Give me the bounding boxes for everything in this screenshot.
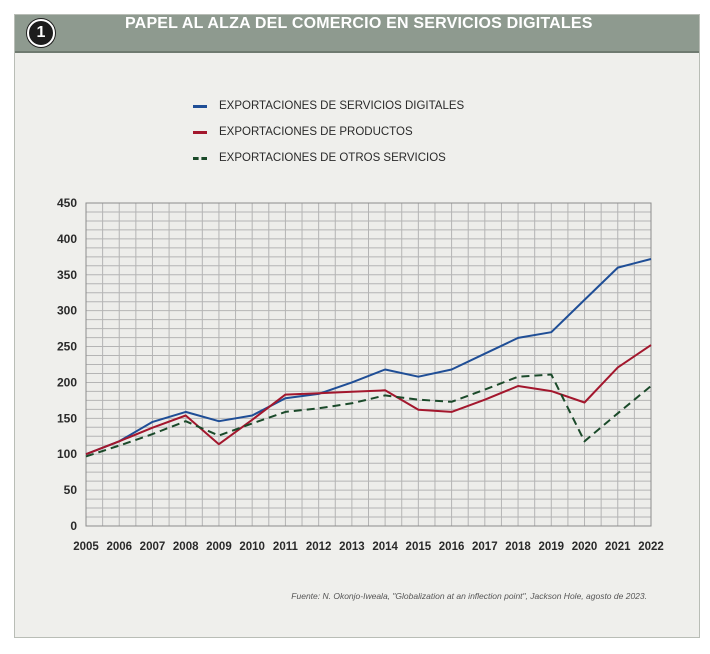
- x-tick-label: 2009: [206, 541, 232, 553]
- legend-label-productos: EXPORTACIONES DE PRODUCTOS: [219, 126, 413, 138]
- figure-number-badge: 1: [27, 19, 55, 47]
- legend-swatch-digital: [193, 104, 207, 108]
- x-tick-label: 2019: [538, 541, 564, 553]
- legend-label-otros: EXPORTACIONES DE OTROS SERVICIOS: [219, 152, 446, 164]
- chart-panel: 1 PAPEL AL ALZA DEL COMERCIO EN SERVICIO…: [14, 14, 700, 638]
- y-tick-label: 250: [57, 340, 77, 354]
- x-tick-label: 2007: [140, 541, 166, 553]
- legend-item-digital: EXPORTACIONES DE SERVICIOS DIGITALES: [193, 93, 464, 119]
- y-tick-label: 200: [57, 375, 77, 389]
- x-tick-label: 2022: [638, 541, 664, 553]
- x-tick-label: 2006: [106, 541, 132, 553]
- y-tick-label: 300: [57, 304, 77, 318]
- x-tick-label: 2021: [605, 541, 631, 553]
- legend-label-digital: EXPORTACIONES DE SERVICIOS DIGITALES: [219, 100, 465, 112]
- x-tick-label: 2018: [505, 541, 531, 553]
- x-tick-label: 2010: [239, 541, 265, 553]
- y-tick-label: 150: [57, 411, 77, 425]
- x-tick-label: 2014: [372, 541, 398, 553]
- y-tick-label: 50: [64, 483, 78, 497]
- x-tick-label: 2008: [173, 541, 199, 553]
- x-tick-label: 2017: [472, 541, 498, 553]
- chart-header: 1 PAPEL AL ALZA DEL COMERCIO EN SERVICIO…: [15, 15, 699, 53]
- y-tick-label: 450: [57, 196, 77, 210]
- line-chart: 0 50 100 150 200 250 300 350 400 450 2005 2006 2007 2…: [57, 196, 664, 553]
- plot-border: [85, 202, 652, 527]
- y-tick-label: 0: [70, 519, 77, 533]
- legend-item-productos: EXPORTACIONES DE PRODUCTOS: [193, 119, 464, 145]
- x-tick-label: 2011: [273, 541, 299, 553]
- chart-title: PAPEL AL ALZA DEL COMERCIO EN SERVICIOS …: [125, 15, 593, 32]
- y-tick-label: 400: [57, 232, 77, 246]
- legend-item-otros: EXPORTACIONES DE OTROS SERVICIOS: [193, 145, 464, 171]
- x-tick-label: 2005: [73, 541, 99, 553]
- series-line-digital: [85, 258, 652, 456]
- y-tick-label: 350: [57, 268, 77, 282]
- legend: EXPORTACIONES DE SERVICIOS DIGITALES EXP…: [193, 93, 464, 171]
- x-tick-label: 2012: [306, 541, 332, 553]
- series-line-otros: [85, 373, 652, 458]
- x-tick-label: 2013: [339, 541, 365, 553]
- x-tick-label: 2016: [439, 541, 465, 553]
- legend-swatch-otros: [193, 156, 207, 160]
- legend-swatch-productos: [193, 130, 207, 134]
- x-tick-label: 2015: [406, 541, 432, 553]
- x-tick-label: 2020: [572, 541, 598, 553]
- source-note: Fuente: N. Okonjo-Iweala, "Globalization…: [291, 591, 647, 601]
- series-line-productos: [85, 344, 652, 456]
- y-tick-label: 100: [57, 447, 77, 461]
